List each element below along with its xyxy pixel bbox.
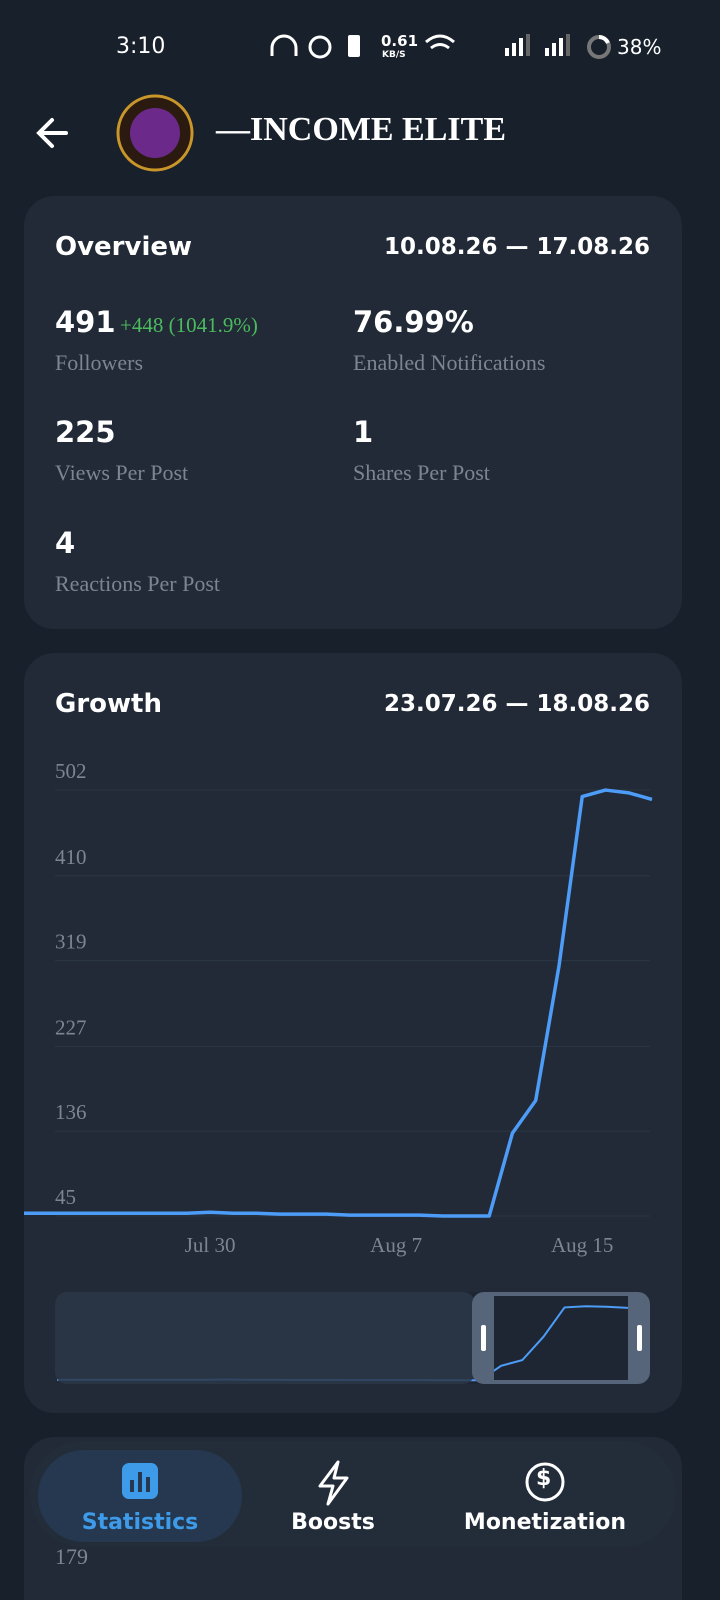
- net-speed: 0.61: [381, 32, 419, 50]
- clock: 3:10: [116, 34, 166, 59]
- status-icons: [36, 34, 611, 172]
- nav-icons: [122, 1460, 565, 1506]
- y-tick-label: 227: [55, 1015, 87, 1039]
- stat-label: Views Per Post: [55, 460, 189, 485]
- stat-value: 76.99%: [353, 305, 474, 339]
- net-unit: KB/S: [382, 50, 406, 60]
- stat-label: Enabled Notifications: [353, 350, 546, 375]
- channel-title: —INCOME ELITE: [216, 111, 506, 148]
- overview-date: 10.08.26 — 17.08.26: [383, 234, 650, 260]
- nav-item[interactable]: Monetization: [463, 1510, 627, 1535]
- dollar-icon: $: [536, 1466, 552, 1491]
- stat-label: Reactions Per Post: [55, 571, 220, 596]
- nav-item[interactable]: Boosts: [291, 1510, 375, 1535]
- back-button[interactable]: [36, 118, 68, 148]
- growth-chart: 45 136 227 319 410 502 Jul 30 Aug 7 Aug 15: [24, 759, 653, 1384]
- nav-item[interactable]: Statistics: [81, 1510, 199, 1535]
- stat-label: Followers: [55, 350, 143, 375]
- navigator-handle: [637, 1325, 642, 1351]
- x-tick-label: Jul 30: [185, 1233, 236, 1257]
- x-tick-label: Aug 15: [551, 1233, 613, 1257]
- growth-line: [24, 788, 653, 1218]
- battery: 38%: [617, 35, 662, 59]
- growth-title: Growth: [55, 689, 162, 719]
- stat-change: +448 (1041.9%): [120, 313, 258, 337]
- navigator-dim: [55, 1292, 475, 1384]
- y-tick-label: 319: [55, 930, 87, 954]
- growth-card: [24, 653, 682, 1413]
- y-tick-label: 502: [55, 759, 87, 783]
- y-tick-label: 410: [55, 845, 87, 869]
- navigator-handle: [481, 1325, 486, 1351]
- stat-value: 4: [55, 526, 76, 560]
- stat-value: 491: [55, 305, 116, 339]
- growth-date: 23.07.26 — 18.08.26: [383, 691, 650, 717]
- stat-value: 1: [353, 415, 374, 449]
- stat-value: 225: [55, 415, 116, 449]
- partial-tick: 179: [55, 1544, 88, 1569]
- y-tick-label: 45: [55, 1185, 76, 1209]
- navigator-window: [472, 1292, 650, 1384]
- x-tick-label: Aug 7: [370, 1233, 422, 1257]
- stat-label: Shares Per Post: [353, 460, 490, 485]
- overview-card: [24, 196, 682, 629]
- y-tick-label: 136: [55, 1100, 87, 1124]
- overview-title: Overview: [55, 232, 193, 262]
